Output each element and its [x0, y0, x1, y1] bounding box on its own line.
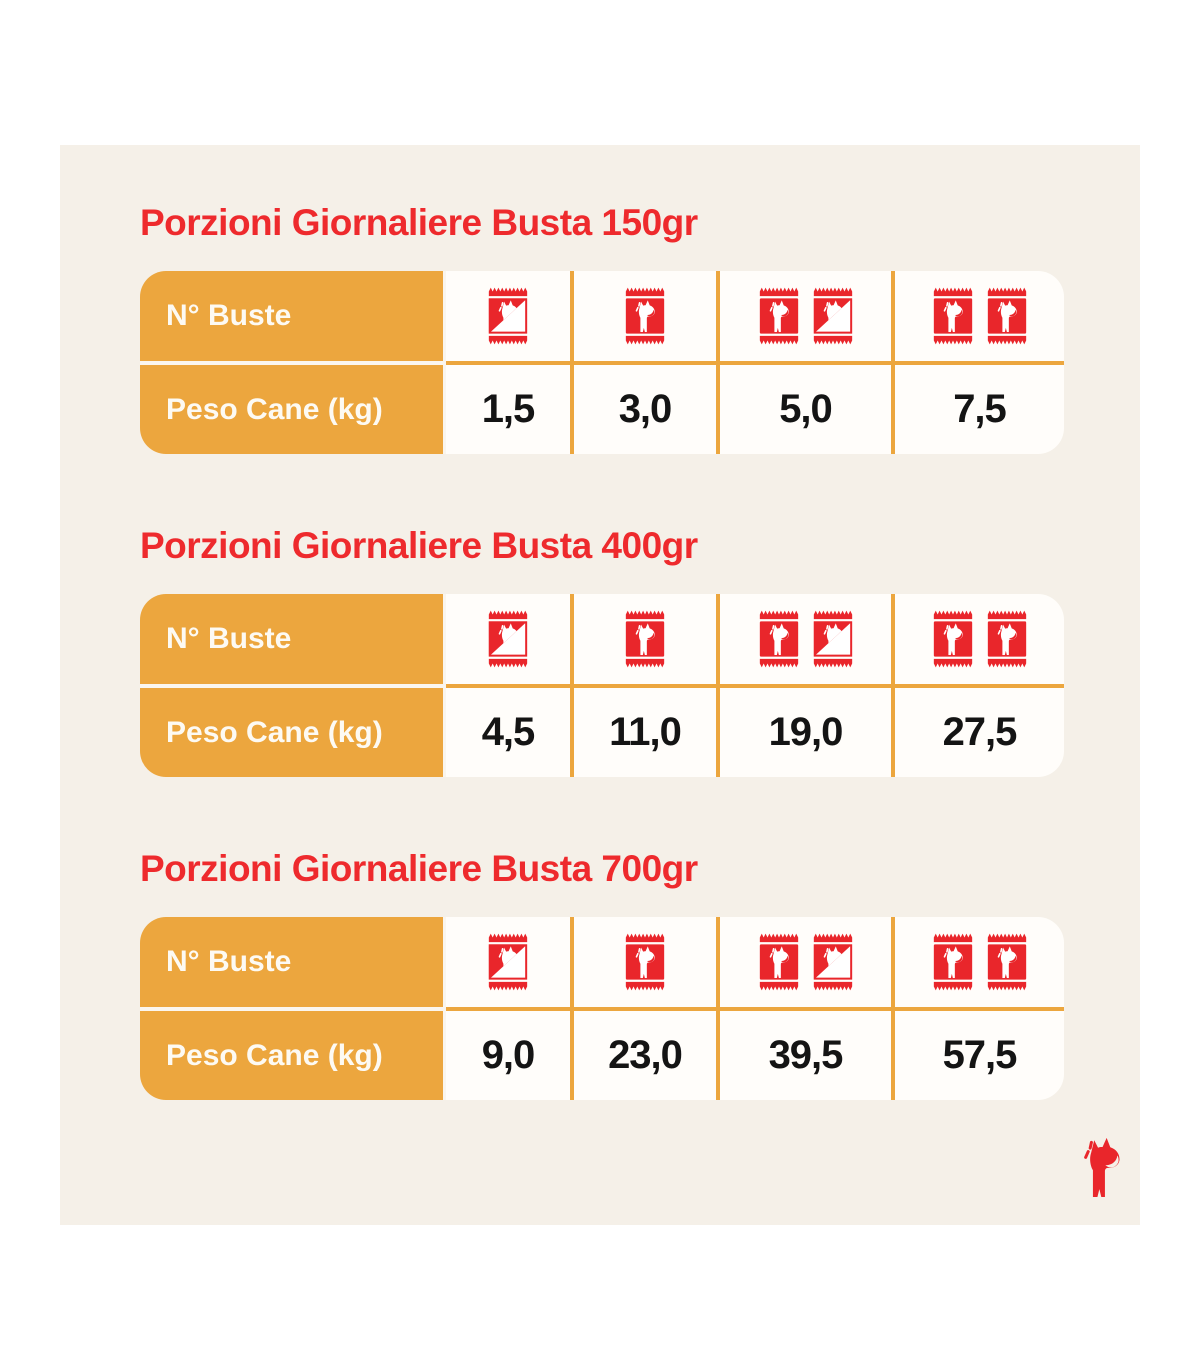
peso-value-col3: 5,0 [716, 365, 891, 454]
pouch-full-icon [930, 604, 976, 674]
buste-icons-col4 [891, 917, 1064, 1011]
peso-value-col3: 39,5 [716, 1011, 891, 1100]
peso-value-col3: 19,0 [716, 688, 891, 777]
buste-icons-col2 [570, 917, 716, 1011]
section-title-150gr: Porzioni Giornaliere Busta 150gr [140, 202, 698, 243]
buste-icons-col3 [716, 917, 891, 1011]
peso-value-col4: 57,5 [891, 1011, 1064, 1100]
row-label-peso: Peso Cane (kg) [140, 1011, 446, 1100]
portion-table-150gr: N° Buste Peso Cane (kg) 1,5 3,0 5,0 7,5 [140, 271, 1064, 454]
row-label-buste: N° Buste [140, 271, 446, 365]
pouch-full-icon [756, 281, 802, 351]
pouch-full-icon [756, 927, 802, 997]
pouch-full-icon [930, 927, 976, 997]
buste-icons-col2 [570, 271, 716, 365]
buste-icons-col3 [716, 271, 891, 365]
pouch-full-icon [984, 604, 1030, 674]
pouch-half-icon [810, 927, 856, 997]
peso-value-col2: 23,0 [570, 1011, 716, 1100]
pouch-full-icon [984, 281, 1030, 351]
buste-icons-col4 [891, 271, 1064, 365]
pouch-half-icon [485, 604, 531, 674]
buste-icons-col1 [446, 271, 570, 365]
pouch-half-icon [810, 281, 856, 351]
pouch-full-icon [622, 927, 668, 997]
section-title-700gr: Porzioni Giornaliere Busta 700gr [140, 848, 698, 889]
pouch-full-icon [930, 281, 976, 351]
peso-value-col1: 4,5 [446, 688, 570, 777]
portion-table-400gr: N° Buste Peso Cane (kg) 4,5 11,0 19,0 27… [140, 594, 1064, 777]
dog-logo-icon [1078, 1137, 1125, 1197]
pouch-full-icon [984, 927, 1030, 997]
pouch-full-icon [756, 604, 802, 674]
buste-icons-col4 [891, 594, 1064, 688]
peso-value-col1: 1,5 [446, 365, 570, 454]
content-column: Porzioni Giornaliere Busta 150gr N° Bust… [140, 201, 1064, 1170]
row-label-peso: Peso Cane (kg) [140, 688, 446, 777]
peso-value-col1: 9,0 [446, 1011, 570, 1100]
row-label-buste: N° Buste [140, 917, 446, 1011]
pouch-full-icon [622, 604, 668, 674]
buste-icons-col2 [570, 594, 716, 688]
peso-value-col2: 3,0 [570, 365, 716, 454]
row-label-buste: N° Buste [140, 594, 446, 688]
buste-icons-col1 [446, 917, 570, 1011]
buste-icons-col3 [716, 594, 891, 688]
pouch-half-icon [485, 927, 531, 997]
peso-value-col4: 27,5 [891, 688, 1064, 777]
pouch-half-icon [810, 604, 856, 674]
section-title-400gr: Porzioni Giornaliere Busta 400gr [140, 525, 698, 566]
pouch-half-icon [485, 281, 531, 351]
cream-panel: Porzioni Giornaliere Busta 150gr N° Bust… [60, 145, 1140, 1225]
pouch-full-icon [622, 281, 668, 351]
row-label-peso: Peso Cane (kg) [140, 365, 446, 454]
portion-table-700gr: N° Buste Peso Cane (kg) 9,0 23,0 39,5 57… [140, 917, 1064, 1100]
buste-icons-col1 [446, 594, 570, 688]
peso-value-col4: 7,5 [891, 365, 1064, 454]
peso-value-col2: 11,0 [570, 688, 716, 777]
